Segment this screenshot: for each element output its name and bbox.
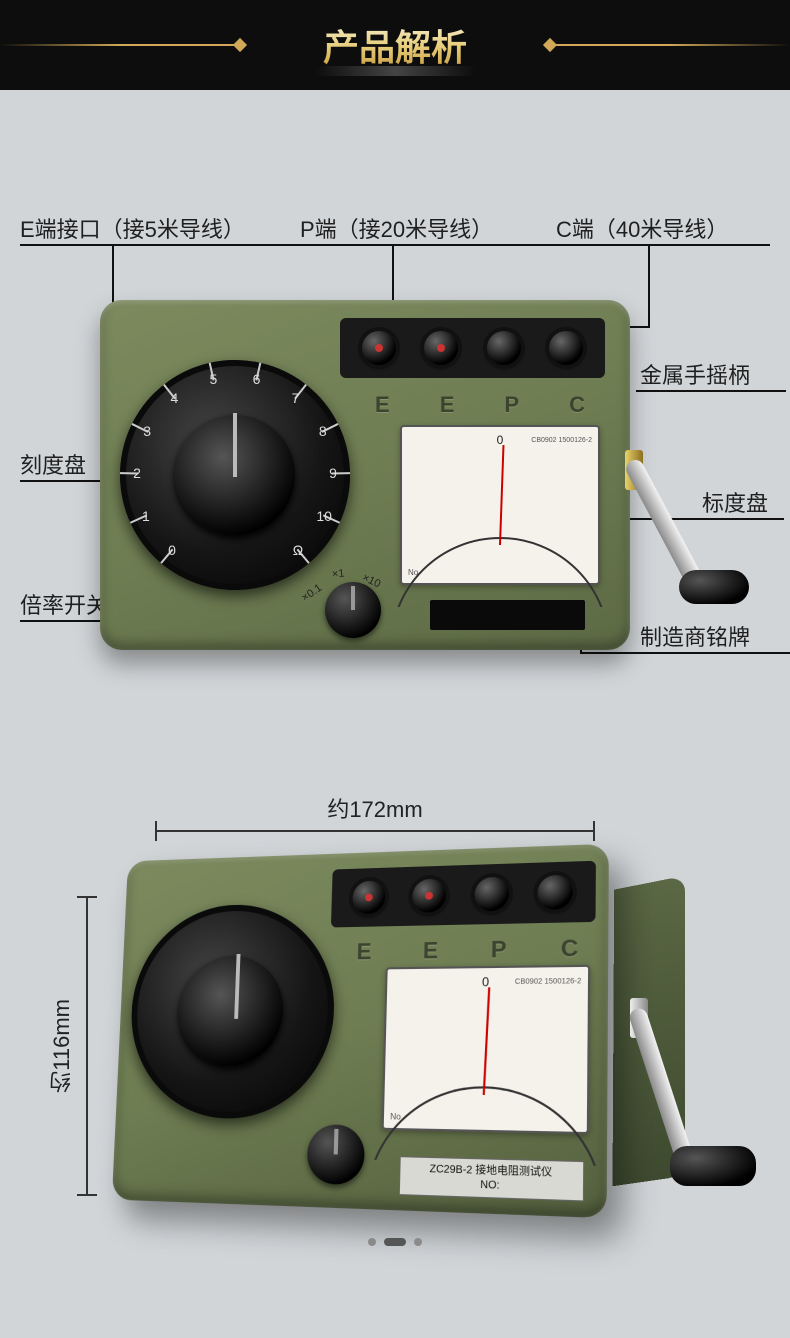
device-perspective: E E P C 0 CB0902 1500126-2 No. ZC2 (120, 858, 640, 1198)
label-dial: 刻度盘 (20, 448, 86, 480)
port-letters: E E P C (350, 392, 610, 418)
scale-dial-b (127, 902, 337, 1120)
port-letter: E (356, 938, 372, 965)
multiplier-knob (325, 582, 381, 638)
label-nameplate: 制造商铭牌 (640, 620, 750, 652)
dial-number: 3 (143, 423, 151, 439)
terminal-b-c (537, 875, 573, 910)
label-mult: 倍率开关 (20, 588, 108, 620)
dimension-width-line (155, 830, 595, 832)
dial-number: Ω (293, 542, 303, 558)
nameplate-blackbox (430, 600, 585, 630)
dimension-height-line (86, 896, 88, 1196)
terminal-b-e2 (412, 879, 446, 913)
dial-number: 7 (292, 390, 300, 406)
meter-no: No. (408, 568, 420, 577)
page-title: 产品解析 (293, 19, 497, 71)
nameplate-bottom: ZC29B-2 接地电阻测试仪 NO: (399, 1156, 585, 1201)
analog-meter: 0 CB0902 1500126-2 No. (400, 425, 600, 585)
port-letter: C (561, 935, 579, 963)
dial-number: 2 (133, 465, 141, 481)
content-area: E端接口（接5米导线） P端（接20米导线） C端（40米导线） 金属手摇柄 标… (0, 90, 790, 1252)
meter-needle (499, 445, 504, 545)
terminal-e1 (362, 331, 396, 365)
crank-grip-b (670, 1146, 756, 1186)
dial-number: 9 (329, 465, 337, 481)
mult-label-x1: ×1 (332, 567, 346, 580)
meter-arc (390, 537, 610, 757)
port-letter: P (491, 936, 507, 964)
label-c-port: C端（40米导线） (556, 212, 728, 244)
port-letter: E (422, 937, 438, 964)
terminal-p (487, 331, 521, 365)
meter-zero-b: 0 (482, 974, 489, 989)
dimension-height: 约116mm (46, 896, 88, 1196)
device-face-panel: E E P C 0 CB0902 1500126-2 No. ZC2 (112, 844, 609, 1218)
label-p-port: P端（接20米导线） (300, 212, 493, 244)
meter-model-b: CB0902 1500126-2 (515, 978, 582, 986)
meter-zero: 0 (497, 433, 504, 447)
terminal-b-p (474, 877, 509, 912)
dial-number: 5 (210, 371, 218, 387)
dial-number: 1 (142, 508, 150, 524)
header-banner: 产品解析 (0, 0, 790, 90)
dial-knob (175, 415, 295, 535)
dial-knob-b (177, 955, 285, 1066)
crank-grip (679, 570, 749, 604)
dimension-width-text: 约172mm (155, 792, 595, 824)
dial-number: 8 (319, 423, 327, 439)
dot-active (384, 1238, 406, 1246)
scale-dial: 0 1 2 3 4 5 6 7 8 9 10 Ω (120, 360, 350, 590)
crank-arm (623, 457, 705, 589)
dial-number: 4 (171, 390, 179, 406)
terminal-b-e1 (352, 880, 385, 914)
dial-number: 0 (168, 542, 176, 558)
label-underline-ports (20, 244, 770, 246)
port-letter: E (440, 392, 455, 418)
multiplier-knob-b (306, 1124, 365, 1185)
analog-meter-b: 0 CB0902 1500126-2 No. (382, 965, 591, 1135)
label-e-port: E端接口（接5米导线） (20, 212, 245, 244)
port-letters-b: E E P C (331, 934, 606, 966)
terminal-c (549, 331, 583, 365)
terminal-e2 (424, 331, 458, 365)
decor-underline (315, 66, 475, 76)
dimension-width: 约172mm (155, 792, 595, 832)
dot (414, 1238, 422, 1246)
dial-number: 6 (253, 371, 261, 387)
pager-dots (368, 1238, 422, 1246)
decor-line-left (0, 44, 240, 46)
dial-number: 10 (316, 508, 332, 524)
label-crank: 金属手摇柄 (640, 358, 750, 390)
port-letter: E (375, 392, 390, 418)
meter-arc-b (362, 1085, 605, 1338)
dot (368, 1238, 376, 1246)
underline-nameplate (580, 652, 790, 654)
port-letter: P (504, 392, 519, 418)
meter-model: CB0902 1500126-2 (531, 437, 592, 444)
meter-no-b: No. (390, 1112, 403, 1122)
device-dimension-view: 约172mm 约116mm E E P C (0, 770, 790, 1280)
label-gauge: 标度盘 (702, 486, 768, 518)
underline-gauge (604, 518, 784, 520)
leader-c (648, 244, 650, 328)
meter-needle-b (483, 987, 491, 1095)
underline-crank (636, 390, 786, 392)
port-letter: C (569, 392, 585, 418)
device-front-view: E E P C 012345678910Ω ×0.1 ×1 ×10 0 CB09… (100, 300, 630, 650)
dimension-height-text: 约116mm (46, 999, 78, 1093)
terminal-strip-b (331, 861, 596, 928)
terminal-strip (340, 318, 605, 378)
decor-line-right (550, 44, 790, 46)
